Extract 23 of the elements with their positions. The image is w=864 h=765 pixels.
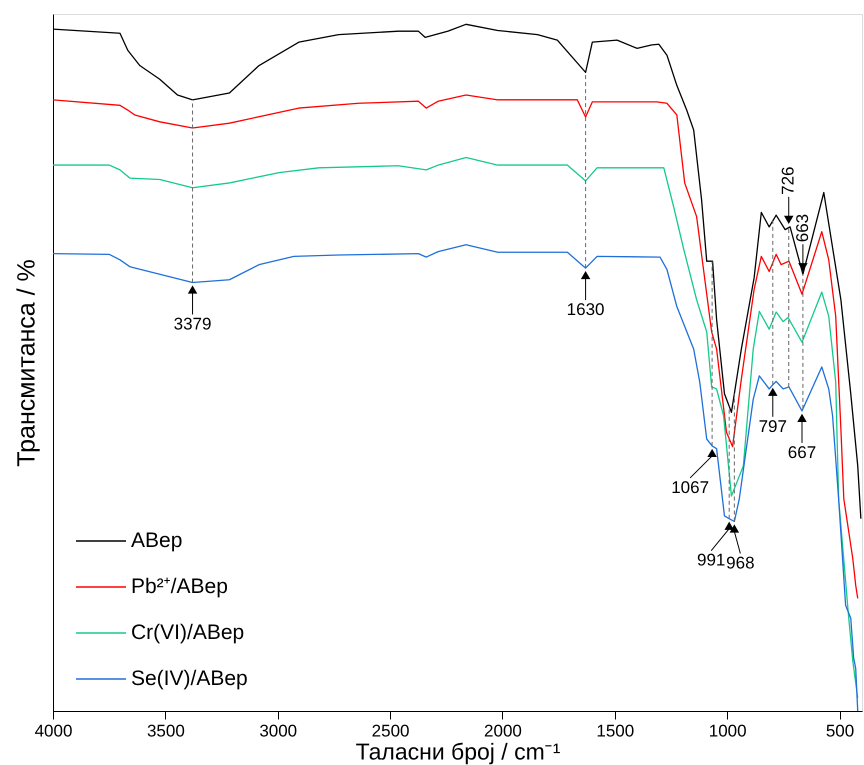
annotation: 968 (726, 553, 755, 572)
x-tick-label: 4000 (34, 722, 72, 740)
x-axis-title: Таласни број / cm⁻¹ (356, 738, 561, 764)
x-tick-label: 500 (826, 722, 854, 740)
x-tick-label: 2500 (372, 722, 410, 740)
y-axis-title: Трансмитанса / % (12, 259, 40, 467)
x-tick-label: 3500 (146, 722, 185, 740)
legend-label: Cr(VI)/ABep (131, 621, 244, 644)
annotation: 667 (788, 442, 816, 462)
x-tick-label: 1000 (708, 722, 747, 740)
annotation: 3379 (174, 314, 212, 334)
annotation: 663 (792, 214, 812, 242)
annotation: 1630 (566, 300, 605, 320)
x-tick-label: 3000 (259, 722, 298, 740)
legend-label: ABep (131, 529, 182, 552)
annotation: 797 (758, 416, 787, 436)
annotation: 991 (697, 550, 726, 570)
x-tick-label: 2000 (484, 722, 522, 740)
legend-label: Se(IV)/ABep (131, 667, 248, 690)
annotation: 1067 (671, 478, 710, 497)
annotation: 726 (778, 166, 798, 195)
legend-label: Pb²⁺/ABep (131, 575, 228, 598)
x-tick-label: 1500 (596, 722, 634, 740)
